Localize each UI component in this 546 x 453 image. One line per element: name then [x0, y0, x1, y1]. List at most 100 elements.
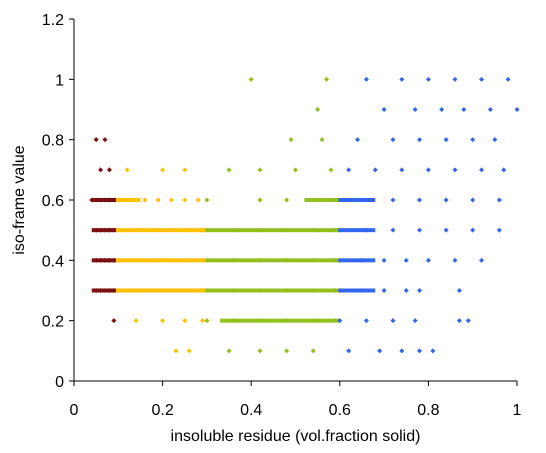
data-point	[452, 167, 458, 173]
data-point	[93, 197, 99, 203]
data-point	[479, 76, 485, 82]
y-tick-label: 0.2	[42, 314, 64, 331]
data-point	[115, 257, 121, 263]
data-point	[403, 257, 409, 263]
x-axis-title: insoluble residue (vol.fraction solid)	[171, 428, 421, 445]
data-point	[102, 257, 108, 263]
data-point	[346, 348, 352, 354]
data-point	[115, 288, 121, 293]
data-point	[443, 137, 449, 143]
data-point	[399, 348, 405, 354]
data-point	[133, 318, 139, 324]
data-point	[412, 318, 418, 324]
data-point	[124, 167, 130, 173]
data-point	[106, 257, 112, 263]
data-band	[116, 198, 141, 202]
data-point	[332, 227, 338, 233]
data-point	[324, 76, 330, 82]
data-point	[93, 227, 99, 233]
data-band	[206, 288, 340, 293]
x-tick-label: 0	[70, 402, 79, 419]
x-tick-label: 0.2	[151, 402, 173, 419]
data-point	[257, 227, 263, 233]
data-point	[355, 137, 361, 143]
data-point	[310, 227, 316, 233]
data-point	[310, 288, 316, 293]
data-point	[133, 227, 139, 233]
data-band	[339, 288, 376, 293]
data-point	[363, 76, 369, 82]
data-point	[412, 107, 418, 112]
data-point	[337, 318, 343, 324]
data-point	[155, 197, 161, 203]
data-point	[381, 107, 387, 112]
data-point	[332, 257, 338, 263]
data-point	[443, 197, 449, 203]
data-point	[168, 227, 174, 233]
data-point	[98, 257, 104, 263]
data-point	[284, 257, 290, 263]
data-point	[430, 348, 436, 354]
data-band	[116, 288, 207, 293]
data-points	[89, 76, 520, 354]
data-point	[372, 167, 378, 173]
data-point	[288, 137, 294, 143]
data-point	[284, 197, 290, 203]
tick-marks: 0 0.2 0.4 0.6 0.8 1 0 0.2 0.4 0.6 0.8 1 1.2	[42, 12, 522, 419]
data-point	[359, 257, 365, 263]
data-point	[257, 197, 263, 203]
data-point	[417, 288, 423, 293]
data-point	[186, 348, 192, 354]
data-point	[479, 167, 485, 173]
data-point	[102, 137, 108, 143]
data-point	[257, 318, 263, 324]
data-point	[390, 227, 396, 233]
data-point	[310, 257, 316, 263]
data-point	[133, 288, 139, 293]
data-point	[186, 227, 192, 233]
data-point	[257, 288, 263, 293]
data-point	[310, 197, 316, 203]
data-point	[496, 197, 502, 203]
data-band	[304, 198, 340, 202]
data-point	[425, 76, 431, 82]
data-point	[456, 288, 462, 293]
data-point	[168, 257, 174, 263]
data-point	[439, 107, 445, 112]
data-point	[199, 288, 205, 293]
data-point	[226, 348, 232, 354]
y-tick-label: 0	[55, 374, 64, 391]
data-point	[248, 76, 254, 82]
data-point	[337, 227, 343, 233]
x-tick-label: 0.8	[417, 402, 439, 419]
data-point	[501, 167, 507, 173]
data-point	[93, 257, 99, 263]
data-point	[346, 167, 352, 173]
data-point	[505, 76, 511, 82]
data-band	[116, 228, 207, 233]
data-point	[337, 197, 343, 203]
data-point	[284, 227, 290, 233]
data-point	[182, 197, 188, 203]
data-point	[470, 137, 476, 143]
data-point	[106, 227, 112, 233]
data-point	[363, 318, 369, 324]
data-point	[160, 318, 166, 324]
data-point	[186, 257, 192, 263]
data-point	[93, 137, 99, 143]
data-point	[514, 107, 520, 112]
data-point	[461, 107, 467, 112]
data-point	[403, 288, 409, 293]
data-point	[377, 348, 383, 354]
data-point	[129, 197, 135, 203]
data-point	[106, 197, 112, 203]
data-point	[465, 318, 471, 324]
data-point	[111, 227, 117, 233]
data-point	[199, 227, 205, 233]
data-point	[332, 197, 338, 203]
data-point	[168, 288, 174, 293]
data-point	[496, 227, 502, 233]
data-point	[115, 227, 121, 233]
